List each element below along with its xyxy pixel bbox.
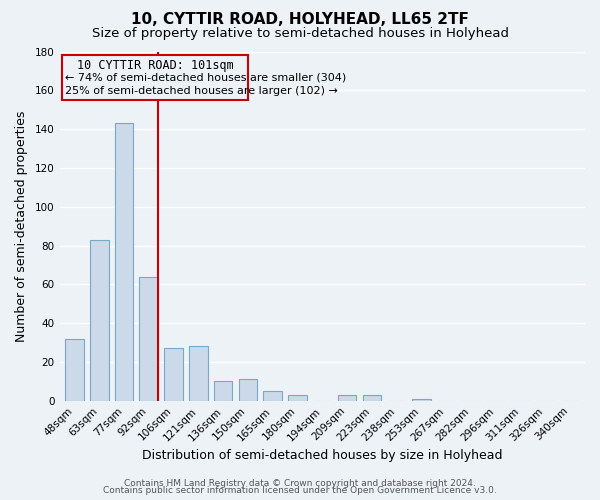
Text: 10, CYTTIR ROAD, HOLYHEAD, LL65 2TF: 10, CYTTIR ROAD, HOLYHEAD, LL65 2TF [131,12,469,28]
Text: ← 74% of semi-detached houses are smaller (304): ← 74% of semi-detached houses are smalle… [65,73,346,83]
Bar [65,338,84,401]
Text: Contains public sector information licensed under the Open Government Licence v3: Contains public sector information licen… [103,486,497,495]
Bar [164,348,183,401]
Bar [115,124,133,401]
X-axis label: Distribution of semi-detached houses by size in Holyhead: Distribution of semi-detached houses by … [142,450,503,462]
Bar [263,391,282,401]
Bar [139,276,158,401]
Bar [288,395,307,401]
Text: Size of property relative to semi-detached houses in Holyhead: Size of property relative to semi-detach… [91,28,509,40]
Text: Contains HM Land Registry data © Crown copyright and database right 2024.: Contains HM Land Registry data © Crown c… [124,478,476,488]
Bar [189,346,208,401]
Bar [412,399,431,401]
Bar [239,380,257,401]
Text: 10 CYTTIR ROAD: 101sqm: 10 CYTTIR ROAD: 101sqm [77,60,233,72]
Bar [214,382,232,401]
Bar [338,395,356,401]
Bar [90,240,109,401]
Bar [362,395,381,401]
FancyBboxPatch shape [62,56,248,100]
Text: 25% of semi-detached houses are larger (102) →: 25% of semi-detached houses are larger (… [65,86,337,97]
Y-axis label: Number of semi-detached properties: Number of semi-detached properties [15,110,28,342]
